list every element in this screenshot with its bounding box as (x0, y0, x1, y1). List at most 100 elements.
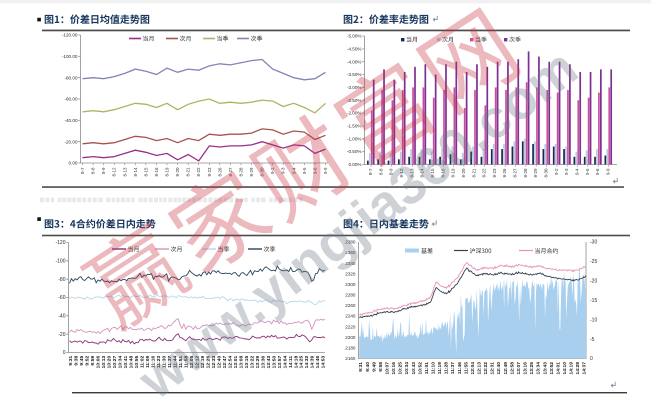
svg-text:12:33: 12:33 (211, 356, 217, 369)
svg-text:11:01: 11:01 (424, 362, 430, 375)
svg-text:14:32: 14:32 (304, 356, 310, 369)
svg-text:13:22: 13:22 (249, 356, 255, 369)
svg-text:-80: -80 (58, 277, 65, 283)
svg-text:14:04: 14:04 (282, 356, 288, 369)
svg-text:9-9: 9-9 (323, 167, 328, 174)
svg-text:-0.50%: -0.50% (347, 149, 362, 154)
svg-text:10:34: 10:34 (118, 356, 124, 369)
svg-text:2180: 2180 (345, 346, 356, 351)
svg-text:8-14: 8-14 (420, 168, 425, 178)
svg-text:10:34: 10:34 (404, 362, 410, 375)
svg-text:14:11: 14:11 (288, 356, 294, 369)
svg-text:13:08: 13:08 (238, 356, 244, 369)
svg-text:8-14: 8-14 (133, 167, 138, 177)
svg-text:10:25: 10:25 (398, 362, 404, 375)
svg-text:9:58: 9:58 (378, 362, 384, 372)
svg-text:-40: -40 (58, 314, 65, 320)
svg-text:8-27: 8-27 (228, 167, 233, 177)
svg-text:-60: -60 (58, 295, 65, 301)
svg-text:-3.00%: -3.00% (347, 85, 362, 90)
svg-text:13:57: 13:57 (277, 356, 283, 369)
svg-text:11:58: 11:58 (184, 356, 190, 369)
svg-text:-1.00%: -1.00% (347, 136, 362, 141)
svg-text:-3.50%: -3.50% (347, 72, 362, 77)
svg-text:12:40: 12:40 (496, 362, 502, 375)
svg-text:9-4: 9-4 (575, 168, 580, 175)
svg-text:0: 0 (63, 350, 66, 356)
svg-text:13:07: 13:07 (516, 362, 522, 375)
svg-text:2300: 2300 (345, 282, 356, 287)
svg-text:8-12: 8-12 (112, 167, 117, 177)
svg-text:-2.50%: -2.50% (347, 98, 362, 103)
svg-text:2340: 2340 (345, 261, 356, 266)
svg-text:8-22: 8-22 (196, 167, 201, 177)
svg-text:11:28: 11:28 (444, 362, 450, 375)
svg-text:11:37: 11:37 (450, 362, 456, 375)
svg-text:2220: 2220 (345, 324, 356, 329)
svg-text:8-7: 8-7 (368, 168, 373, 175)
svg-text:8-20: 8-20 (461, 168, 466, 178)
svg-text:12:49: 12:49 (503, 362, 509, 375)
svg-text:10:16: 10:16 (391, 362, 397, 375)
svg-text:8-26: 8-26 (217, 167, 222, 177)
svg-text:-5: -5 (590, 337, 595, 343)
svg-text:12:58: 12:58 (509, 362, 515, 375)
svg-text:9-5: 9-5 (585, 168, 590, 175)
svg-text:9:40: 9:40 (365, 362, 371, 372)
svg-text:14:10: 14:10 (562, 362, 568, 375)
svg-text:13:50: 13:50 (271, 356, 277, 369)
svg-text:11:30: 11:30 (162, 356, 168, 369)
svg-text:-20: -20 (590, 279, 597, 285)
svg-text:12:12: 12:12 (194, 356, 200, 369)
svg-text:8-16: 8-16 (440, 168, 445, 178)
svg-text:10:20: 10:20 (107, 356, 113, 369)
svg-text:2200: 2200 (345, 335, 356, 340)
svg-text:8-13: 8-13 (409, 168, 414, 178)
svg-text:10:43: 10:43 (411, 362, 417, 375)
svg-text:-1.50%: -1.50% (347, 124, 362, 129)
svg-text:8-15: 8-15 (430, 168, 435, 178)
svg-text:14:46: 14:46 (315, 356, 321, 369)
svg-text:11:55: 11:55 (463, 362, 469, 375)
svg-text:8-27: 8-27 (513, 168, 518, 178)
svg-text:2320: 2320 (345, 271, 356, 276)
svg-text:2160: 2160 (345, 356, 356, 361)
svg-text:14:18: 14:18 (293, 356, 299, 369)
svg-text:9-2: 9-2 (270, 167, 275, 174)
svg-text:11:23: 11:23 (156, 356, 162, 369)
svg-text:0: 0 (590, 356, 593, 362)
svg-text:8-29: 8-29 (249, 167, 254, 177)
svg-text:8-13: 8-13 (122, 167, 127, 177)
svg-text:-20: -20 (58, 332, 65, 338)
svg-text:10:52: 10:52 (417, 362, 423, 375)
svg-text:11:46: 11:46 (457, 362, 463, 375)
svg-text:14:25: 14:25 (299, 356, 305, 369)
svg-text:-100: -100 (55, 259, 65, 265)
svg-text:11:51: 11:51 (178, 356, 184, 369)
svg-text:8-16: 8-16 (154, 167, 159, 177)
svg-text:-60.00: -60.00 (64, 97, 77, 102)
svg-text:8-20: 8-20 (175, 167, 180, 177)
svg-text:9:59: 9:59 (90, 356, 96, 366)
svg-text:12:26: 12:26 (205, 356, 211, 369)
svg-text:10:06: 10:06 (96, 356, 102, 369)
svg-text:-5.00%: -5.00% (347, 34, 362, 39)
svg-text:8-9: 8-9 (101, 167, 106, 174)
svg-text:-25: -25 (590, 259, 597, 265)
svg-text:11:19: 11:19 (437, 362, 443, 375)
svg-text:-120.00: -120.00 (62, 33, 78, 38)
svg-text:9-6: 9-6 (595, 168, 600, 175)
svg-text:8-23: 8-23 (492, 168, 497, 178)
svg-text:8-7: 8-7 (80, 167, 85, 174)
svg-text:9-3: 9-3 (281, 167, 286, 174)
svg-text:12:54: 12:54 (227, 356, 233, 369)
svg-text:13:25: 13:25 (529, 362, 535, 375)
svg-text:14:53: 14:53 (321, 356, 327, 369)
svg-text:11:02: 11:02 (140, 356, 146, 369)
svg-text:0.00%: 0.00% (348, 162, 361, 167)
svg-text:-30: -30 (590, 240, 597, 246)
svg-text:13:29: 13:29 (255, 356, 261, 369)
svg-text:-100.00: -100.00 (62, 54, 78, 59)
svg-text:8-26: 8-26 (502, 168, 507, 178)
svg-text:9:45: 9:45 (79, 356, 85, 366)
